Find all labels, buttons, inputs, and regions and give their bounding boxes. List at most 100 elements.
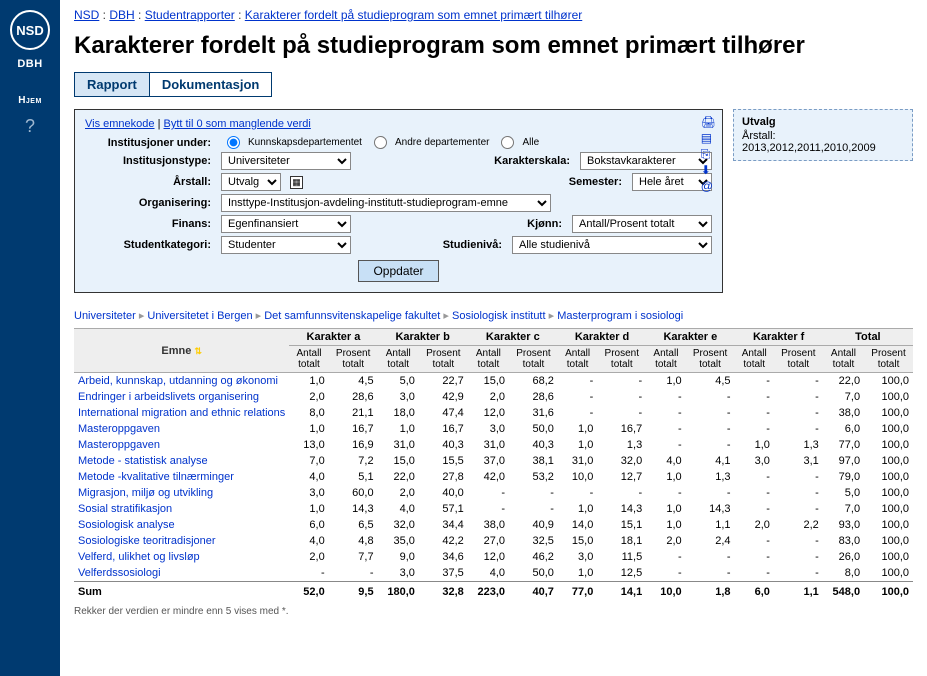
tabs: Rapport Dokumentasjon: [74, 72, 913, 97]
row-label[interactable]: Sosiologiske teoritradisjoner: [74, 533, 289, 549]
karakterskala-select[interactable]: Bokstavkarakterer: [580, 152, 712, 170]
path-link[interactable]: Masterprogram i sosiologi: [557, 310, 683, 322]
logo: NSD: [10, 10, 50, 50]
path-link[interactable]: Universiteter: [74, 310, 136, 322]
cell: -: [558, 405, 597, 421]
tab-dokumentasjon[interactable]: Dokumentasjon: [149, 72, 273, 97]
update-button[interactable]: Oppdater: [358, 260, 438, 282]
finans-select[interactable]: Egenfinansiert: [221, 215, 351, 233]
cell: 15,1: [597, 517, 646, 533]
row-label[interactable]: Sosiologisk analyse: [74, 517, 289, 533]
breadcrumb-link[interactable]: Karakterer fordelt på studieprogram som …: [245, 8, 582, 22]
cell: -: [509, 501, 558, 517]
radio-alle[interactable]: [501, 136, 514, 149]
row-label[interactable]: Masteroppgaven: [74, 437, 289, 453]
institusjonstype-select[interactable]: Universiteter: [221, 152, 351, 170]
cell: 40,3: [509, 437, 558, 453]
row-label[interactable]: Sosial stratifikasjon: [74, 501, 289, 517]
cell: -: [597, 373, 646, 390]
filter-panel: 🖨 ▤ ⎘ ⬇ @ Vis emnekode | Bytt til 0 som …: [74, 109, 723, 293]
export-icon[interactable]: ⎘: [701, 148, 716, 160]
cell: 7,0: [823, 389, 864, 405]
breadcrumb-link[interactable]: DBH: [109, 8, 134, 22]
col-group: Karakter b: [378, 329, 468, 346]
radio-alle-label: Alle: [522, 137, 539, 148]
row-label[interactable]: Endringer i arbeidslivets organisering: [74, 389, 289, 405]
radio-kd[interactable]: [227, 136, 240, 149]
cell: -: [735, 533, 774, 549]
sum-cell: 14,1: [597, 582, 646, 601]
emne-header[interactable]: Emne ⇅: [74, 329, 289, 373]
radio-andre[interactable]: [374, 136, 387, 149]
cell: 31,0: [378, 437, 419, 453]
cell: 7,2: [329, 453, 378, 469]
studentkategori-select[interactable]: Studenter: [221, 236, 351, 254]
print-icon[interactable]: 🖨: [701, 116, 716, 128]
cell: -: [558, 485, 597, 501]
sum-cell: 1,8: [686, 582, 735, 601]
table-row: Sosiologisk analyse6,06,532,034,438,040,…: [74, 517, 913, 533]
path-link[interactable]: Universitetet i Bergen: [147, 310, 252, 322]
arstall-select[interactable]: Utvalg: [221, 173, 281, 191]
cell: 42,9: [419, 389, 468, 405]
bytt-link[interactable]: Bytt til 0 som manglende verdi: [164, 118, 311, 130]
cell: 34,6: [419, 549, 468, 565]
row-label[interactable]: International migration and ethnic relat…: [74, 405, 289, 421]
calendar-icon[interactable]: ▦: [290, 176, 303, 189]
cell: -: [289, 565, 328, 582]
cell: 16,7: [419, 421, 468, 437]
cell: 93,0: [823, 517, 864, 533]
cell: 22,7: [419, 373, 468, 390]
table-row: Migrasjon, miljø og utvikling3,060,02,04…: [74, 485, 913, 501]
cell: -: [646, 405, 685, 421]
home-link[interactable]: Hjem: [0, 95, 60, 106]
cell: -: [597, 405, 646, 421]
table-row: Masteroppgaven1,016,71,016,73,050,01,016…: [74, 421, 913, 437]
cell: 40,3: [419, 437, 468, 453]
path-link[interactable]: Sosiologisk institutt: [452, 310, 546, 322]
cell: 1,0: [289, 501, 328, 517]
cell: 13,0: [289, 437, 328, 453]
cell: 3,0: [558, 549, 597, 565]
row-label[interactable]: Metode - statistisk analyse: [74, 453, 289, 469]
cell: 1,0: [558, 501, 597, 517]
filter-links: Vis emnekode | Bytt til 0 som manglende …: [85, 118, 712, 130]
col-group: Karakter c: [468, 329, 558, 346]
cell: 46,2: [509, 549, 558, 565]
studieniva-select[interactable]: Alle studienivå: [512, 236, 712, 254]
semester-label: Semester:: [526, 176, 626, 188]
breadcrumb-link[interactable]: NSD: [74, 8, 99, 22]
row-label[interactable]: Masteroppgaven: [74, 421, 289, 437]
download-icon[interactable]: ⬇: [701, 164, 716, 176]
path-link[interactable]: Det samfunnsvitenskapelige fakultet: [264, 310, 440, 322]
help-link[interactable]: ?: [0, 116, 60, 137]
sum-cell: 32,8: [419, 582, 468, 601]
sum-cell: 6,0: [735, 582, 774, 601]
cell: 100,0: [864, 533, 913, 549]
col-group: Karakter f: [735, 329, 823, 346]
row-label[interactable]: Arbeid, kunnskap, utdanning og økonomi: [74, 373, 289, 390]
breadcrumb-link[interactable]: Studentrapporter: [145, 8, 235, 22]
sum-cell: 548,0: [823, 582, 864, 601]
row-label[interactable]: Migrasjon, miljø og utvikling: [74, 485, 289, 501]
cell: -: [558, 373, 597, 390]
organisering-select[interactable]: Insttype-Institusjon-avdeling-institutt-…: [221, 194, 551, 212]
row-label[interactable]: Metode -kvalitative tilnærminger: [74, 469, 289, 485]
kjonn-select[interactable]: Antall/Prosent totalt: [572, 215, 712, 233]
cell: 4,1: [686, 453, 735, 469]
cell: 15,0: [468, 373, 509, 390]
tab-rapport[interactable]: Rapport: [74, 72, 149, 97]
cell: -: [774, 533, 823, 549]
row-label[interactable]: Velferd, ulikhet og livsløp: [74, 549, 289, 565]
sheet-icon[interactable]: ▤: [701, 132, 716, 144]
cell: 15,0: [378, 453, 419, 469]
row-label[interactable]: Velferdssosiologi: [74, 565, 289, 582]
vis-emnekode-link[interactable]: Vis emnekode: [85, 118, 155, 130]
sub-header: Prosent totalt: [419, 346, 468, 373]
cell: -: [686, 565, 735, 582]
cell: 32,0: [378, 517, 419, 533]
cell: 10,0: [558, 469, 597, 485]
cell: 57,1: [419, 501, 468, 517]
mail-icon[interactable]: @: [701, 180, 716, 192]
cell: 1,0: [378, 421, 419, 437]
